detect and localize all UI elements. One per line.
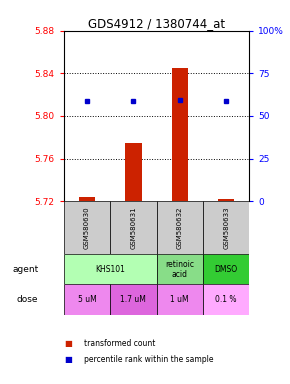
Text: transformed count: transformed count [84, 339, 155, 348]
Text: KHS101: KHS101 [95, 265, 125, 274]
Text: 1 uM: 1 uM [171, 295, 189, 304]
Text: DMSO: DMSO [215, 265, 238, 274]
Bar [79, 197, 95, 201]
Bar [110, 285, 157, 315]
Bar [203, 285, 249, 315]
Text: 0.1 %: 0.1 % [215, 295, 237, 304]
Text: GSM580631: GSM580631 [130, 206, 136, 249]
Text: GSM580630: GSM580630 [84, 206, 90, 249]
Bar [172, 68, 188, 201]
Text: retinoic
acid: retinoic acid [165, 260, 194, 279]
Bar [157, 285, 203, 315]
Text: GSM580632: GSM580632 [177, 206, 183, 249]
Bar [125, 142, 142, 201]
Bar [64, 201, 110, 254]
Bar [157, 254, 203, 285]
Text: GSM580633: GSM580633 [223, 206, 229, 249]
Bar [157, 201, 203, 254]
Text: ■: ■ [64, 339, 72, 348]
Text: 1.7 uM: 1.7 uM [120, 295, 146, 304]
Bar [218, 199, 234, 201]
Title: GDS4912 / 1380744_at: GDS4912 / 1380744_at [88, 17, 225, 30]
Text: 5 uM: 5 uM [78, 295, 96, 304]
Text: agent: agent [12, 265, 38, 274]
Text: ■: ■ [64, 354, 72, 364]
Bar [64, 285, 110, 315]
Bar [110, 201, 157, 254]
Bar [203, 201, 249, 254]
Bar [64, 254, 157, 285]
Text: dose: dose [17, 295, 38, 304]
Bar [203, 254, 249, 285]
Text: percentile rank within the sample: percentile rank within the sample [84, 354, 214, 364]
